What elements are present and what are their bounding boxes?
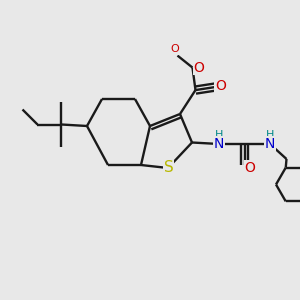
Text: S: S xyxy=(164,160,173,175)
Text: O: O xyxy=(194,61,205,75)
Text: O: O xyxy=(215,79,226,93)
Text: H: H xyxy=(266,130,274,140)
Text: N: N xyxy=(214,137,224,151)
Text: N: N xyxy=(265,137,275,151)
Text: H: H xyxy=(215,130,223,140)
Text: O: O xyxy=(244,161,255,175)
Text: O: O xyxy=(170,44,179,54)
